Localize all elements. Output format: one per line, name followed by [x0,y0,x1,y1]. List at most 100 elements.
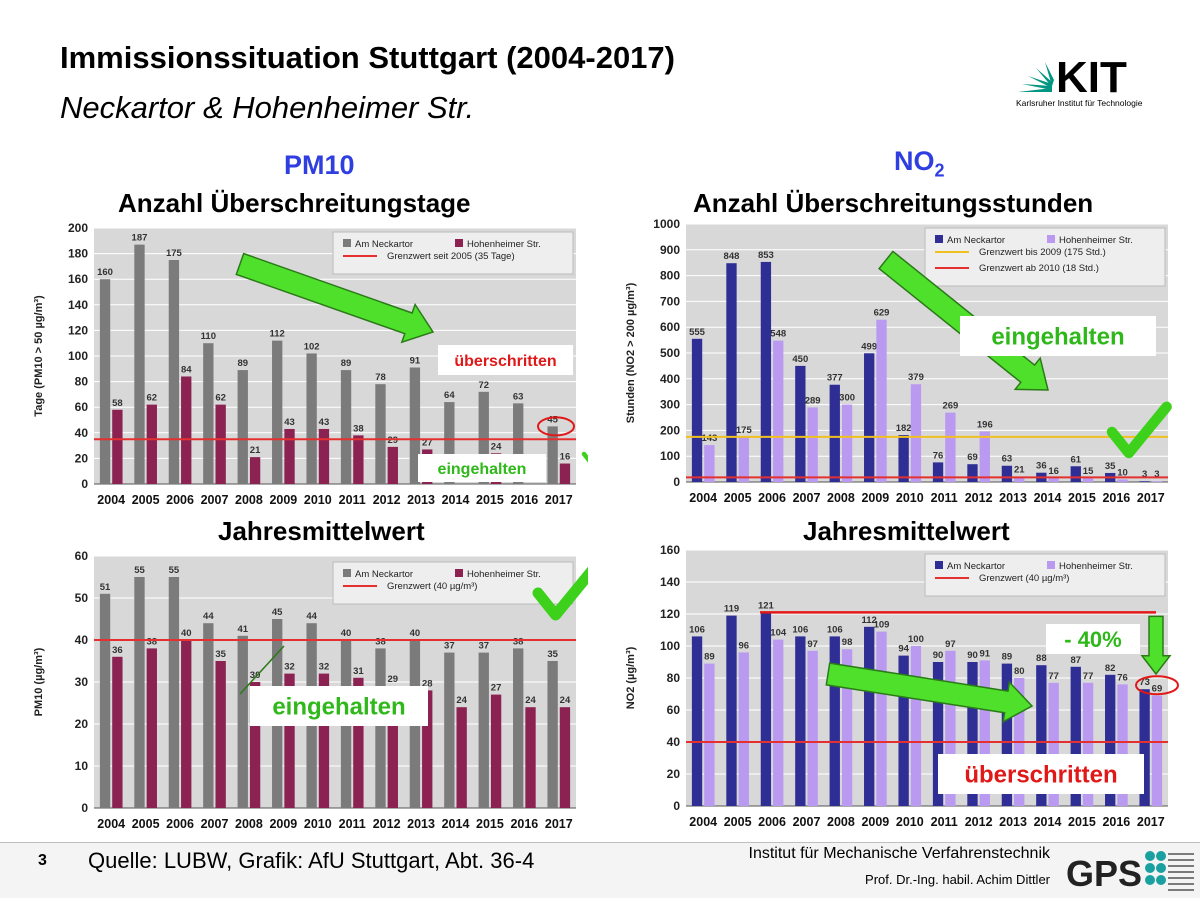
gps-logo-dots-icon [1145,851,1166,885]
pm10-annual-chart: 0 10 20 30 40 50 60 PM10 (µg/m³) 51 36 2004 55 38 200… [28,548,588,838]
no2-hours-bar-hohenheimer [1014,476,1025,482]
no2-hours-bar-hohenheimer [1151,481,1163,482]
no2-hours-legend-swatch [935,235,943,243]
pm10-days-data-label: 58 [112,398,123,409]
pm10-days-data-label: 38 [353,423,364,434]
no2-annual-bar-hohenheimer [1151,695,1163,806]
pm10-annual-data-label: 30 [250,670,261,681]
no2-annual-heading: Jahresmittelwert [803,516,1010,546]
pm10-days-bar-neckartor [513,403,524,484]
no2-annual-data-label: 77 [1083,671,1094,682]
pm10-annual-data-label: 35 [547,649,558,660]
no2-annual-bar-neckartor [726,615,737,806]
pm10-days-data-label: 78 [375,372,386,383]
institute-name: Institut für Mechanische Verfahrenstechn… [748,845,1051,862]
no2-hours-xtick-label: 2004 [689,491,717,505]
no2-hours-xtick-label: 2008 [827,491,855,505]
no2-hours-data-label: 16 [1048,466,1059,477]
no2-hours-data-label: 61 [1070,454,1081,465]
pm10-days-data-label: 43 [284,417,295,428]
pm10-annual-bar-hohenheimer [215,661,226,808]
no2-annual-data-label: 112 [862,615,877,626]
no2-hours-bar-neckartor [967,464,978,482]
no2-annual-data-label: 97 [945,639,956,650]
gps-logo-text: GPS [1066,853,1142,894]
no2-annual-xtick-label: 2006 [758,815,786,829]
no2-annual-data-label: 109 [874,620,890,631]
kit-logo-caption: Karlsruher Institut für Technologie [1016,98,1143,108]
pm10-days-legend [332,231,574,275]
no2-hours-xtick-label: 2010 [896,491,924,505]
no2-hours-xtick-label: 2011 [931,491,958,505]
pm10-days-legend-label: Am Neckartor [355,239,413,250]
no2-hours-data-label: 15 [1083,466,1094,477]
no2-annual-svg: 0 20 40 60 80 100 120 140 160 NO2 (µg/m³) 106 89 200… [625,544,1179,829]
no2-hours-xtick-label: 2014 [1034,491,1062,505]
no2-annual-ytick-label: 20 [667,767,681,781]
no2-annual-bar-hohenheimer [1048,682,1059,806]
no2-annual-xtick-label: 2004 [689,815,717,829]
pm10-annual-bar-hohenheimer [353,677,364,808]
no2-hours-bar-hohenheimer [773,340,784,482]
pm10-annual-data-label: 40 [341,628,352,639]
no2-hours-ytick-label: 400 [660,372,680,386]
pm10-days-bar-neckartor [340,370,352,484]
no2-hours-ytick-label: 600 [660,320,680,334]
pm10-days-data-label: 62 [215,393,226,404]
no2-annual-data-label: 69 [1152,684,1163,695]
pm10-annual-bar-hohenheimer [559,707,571,808]
pm10-annual-data-label: 24 [560,695,571,706]
no2-hours-xtick-label: 2015 [1068,491,1096,505]
no2-hours-bar-neckartor [829,384,840,482]
no2-hours-ytick-label: 300 [660,398,680,412]
no2-annual-data-label: 90 [967,650,978,661]
kit-logo-text: KIT [1056,53,1127,102]
no2-annual-legend-swatch [1047,561,1055,569]
footer-background [0,843,1200,898]
pm10-days-bar-hohenheimer [181,376,192,484]
pm10-days-data-label: 62 [147,393,158,404]
pm10-days-xtick-label: 2017 [545,493,573,507]
pm10-annual-legend-limit-label: Grenzwert (40 µg/m³) [387,581,477,592]
pm10-annual-ytick-label: 40 [75,633,89,647]
pm10-days-ytick-label: 140 [68,298,88,312]
pm10-annual-data-label: 37 [478,641,489,652]
no2-hours-bar-neckartor [1070,466,1081,482]
no2-hours-legend-label: Am Neckartor [947,235,1005,246]
no2-annual-bar-neckartor [864,626,875,806]
no2-hours-bar-hohenheimer [945,412,956,482]
pm10-days-xtick-label: 2006 [166,493,194,507]
no2-annual-bar-neckartor [829,636,840,806]
pm10-days-heading: Anzahl Überschreitungstage [118,188,471,218]
no2-annual-bar-hohenheimer [704,663,715,806]
annotation-compliant-label: eingehalten [272,694,405,721]
pm10-annual-data-label: 40 [181,628,192,639]
no2-hours-bar-hohenheimer [1048,477,1059,482]
pm10-annual-legend-swatch [455,569,463,577]
no2-annual-bar-hohenheimer [910,646,922,806]
pm10-days-bar-hohenheimer [387,446,398,484]
no2-annual-data-label: 94 [898,644,909,655]
no2-annual-data-label: 106 [792,624,808,635]
no2-annual-ytick-label: 100 [660,639,680,653]
pm10-days-bar-neckartor [478,391,489,484]
pm10-annual-bar-hohenheimer [249,682,261,808]
no2-hours-bar-hohenheimer [1082,478,1094,482]
pm10-annual-bar-neckartor [375,648,386,808]
pm10-days-bar-hohenheimer [112,409,123,484]
no2-hours-data-label: 379 [908,372,924,383]
pm10-days-bar-neckartor [134,244,145,484]
annotation-exceeded-label-box [938,754,1144,794]
no2-annual-legend-label: Hohenheimer Str. [1059,561,1133,572]
annotation-reduction-label-box [1046,624,1140,654]
pm10-days-legend-label: Hohenheimer Str. [467,239,541,250]
pm10-annual-data-label: 55 [169,565,180,576]
pm10-annual-bar-neckartor [168,577,180,808]
no2-hours-data-label: 3 [1142,469,1147,480]
no2-annual-legend-label: Am Neckartor [947,561,1005,572]
no2-hours-xtick-label: 2006 [758,491,786,505]
annotation-exceeded-label: überschritten [964,762,1117,789]
pm10-annual-xtick-label: 2012 [373,817,401,831]
pm10-annual-data-label: 31 [353,666,364,677]
pm10-annual-data-label: 45 [272,607,283,618]
